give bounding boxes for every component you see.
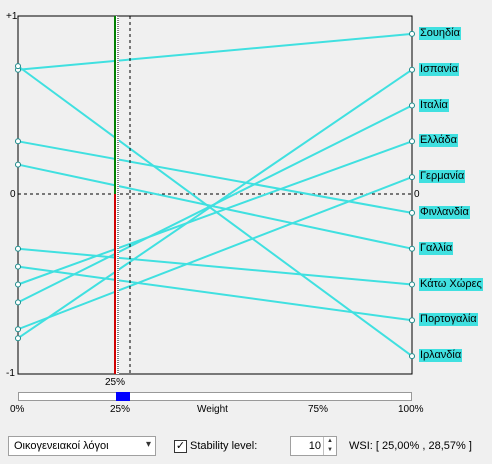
y-tick-plus1: +1 [6,11,18,22]
chevron-down-icon: ▾ [145,439,151,450]
stability-checkbox[interactable]: ✓ [174,440,187,453]
checkmark-icon: ✓ [175,440,186,452]
end-marker [409,174,415,181]
end-marker [409,281,415,288]
weight-tick-0: 0% [10,404,25,415]
start-marker [15,263,21,270]
stability-spinner[interactable]: 10 ▲ ▼ [290,436,337,456]
country-line [17,247,413,286]
stability-label: Stability level: [190,440,258,452]
plot-border [17,15,413,375]
country-label-spain: Ισπανία [419,62,459,76]
country-label-germany: Γερμανία [419,170,466,184]
start-marker [15,281,21,288]
end-marker [409,102,415,109]
country-line [17,32,413,71]
country-line [17,163,413,250]
end-marker [409,138,415,145]
spin-down-icon[interactable]: ▼ [327,447,333,453]
country-line [17,176,413,331]
country-line [17,65,413,357]
factor-select[interactable]: Οικογενειακοί λόγοι ▾ [8,436,156,456]
start-marker [15,161,21,168]
start-marker [15,299,21,306]
start-marker [15,245,21,252]
weight-slider-thumb[interactable] [116,392,130,401]
wsi-text: WSI: [ 25,00% , 28,57% ] [349,440,472,452]
country-label-portugal: Πορτογαλία [419,313,478,327]
country-line [17,140,413,286]
country-label-netherlands: Κάτω Χώρες [419,277,483,291]
weight-tick-100: 100% [398,404,424,415]
start-marker [15,335,21,342]
country-lines [17,32,413,357]
weight-tick-25: 25% [110,404,131,415]
end-marker [409,353,415,360]
country-label-greece: Ελλάδα [419,134,459,148]
stability-value[interactable]: 10 [308,440,321,452]
end-marker [409,317,415,324]
country-line [17,265,413,322]
y-tick-minus1: -1 [6,368,15,379]
spin-up-icon[interactable]: ▲ [327,438,333,444]
end-marker [409,209,415,216]
weight-axis-title: Weight [197,404,228,415]
end-marker [409,245,415,252]
right-zero-label: 0 [414,189,420,200]
country-line [17,104,413,304]
start-marker [15,138,21,145]
weight-slider-track[interactable] [18,392,412,401]
country-label-italy: Ιταλία [419,98,449,112]
country-label-france: Γαλλία [419,241,454,255]
country-label-ireland: Ιρλανδία [419,349,463,363]
start-marker [15,326,21,333]
weight-tick-75: 75% [308,404,329,415]
country-markers [15,30,415,360]
factor-select-value: Οικογενειακοί λόγοι [14,440,109,452]
stability-band [115,16,119,374]
start-marker [15,63,21,70]
country-label-sweden: Σουηδία [419,26,461,40]
end-marker [409,30,415,37]
y-tick-zero: 0 [10,189,16,200]
current-weight-label: 25% [105,377,126,388]
country-line [17,140,413,214]
end-marker [409,66,415,73]
country-label-finland: Φινλανδία [419,205,470,219]
